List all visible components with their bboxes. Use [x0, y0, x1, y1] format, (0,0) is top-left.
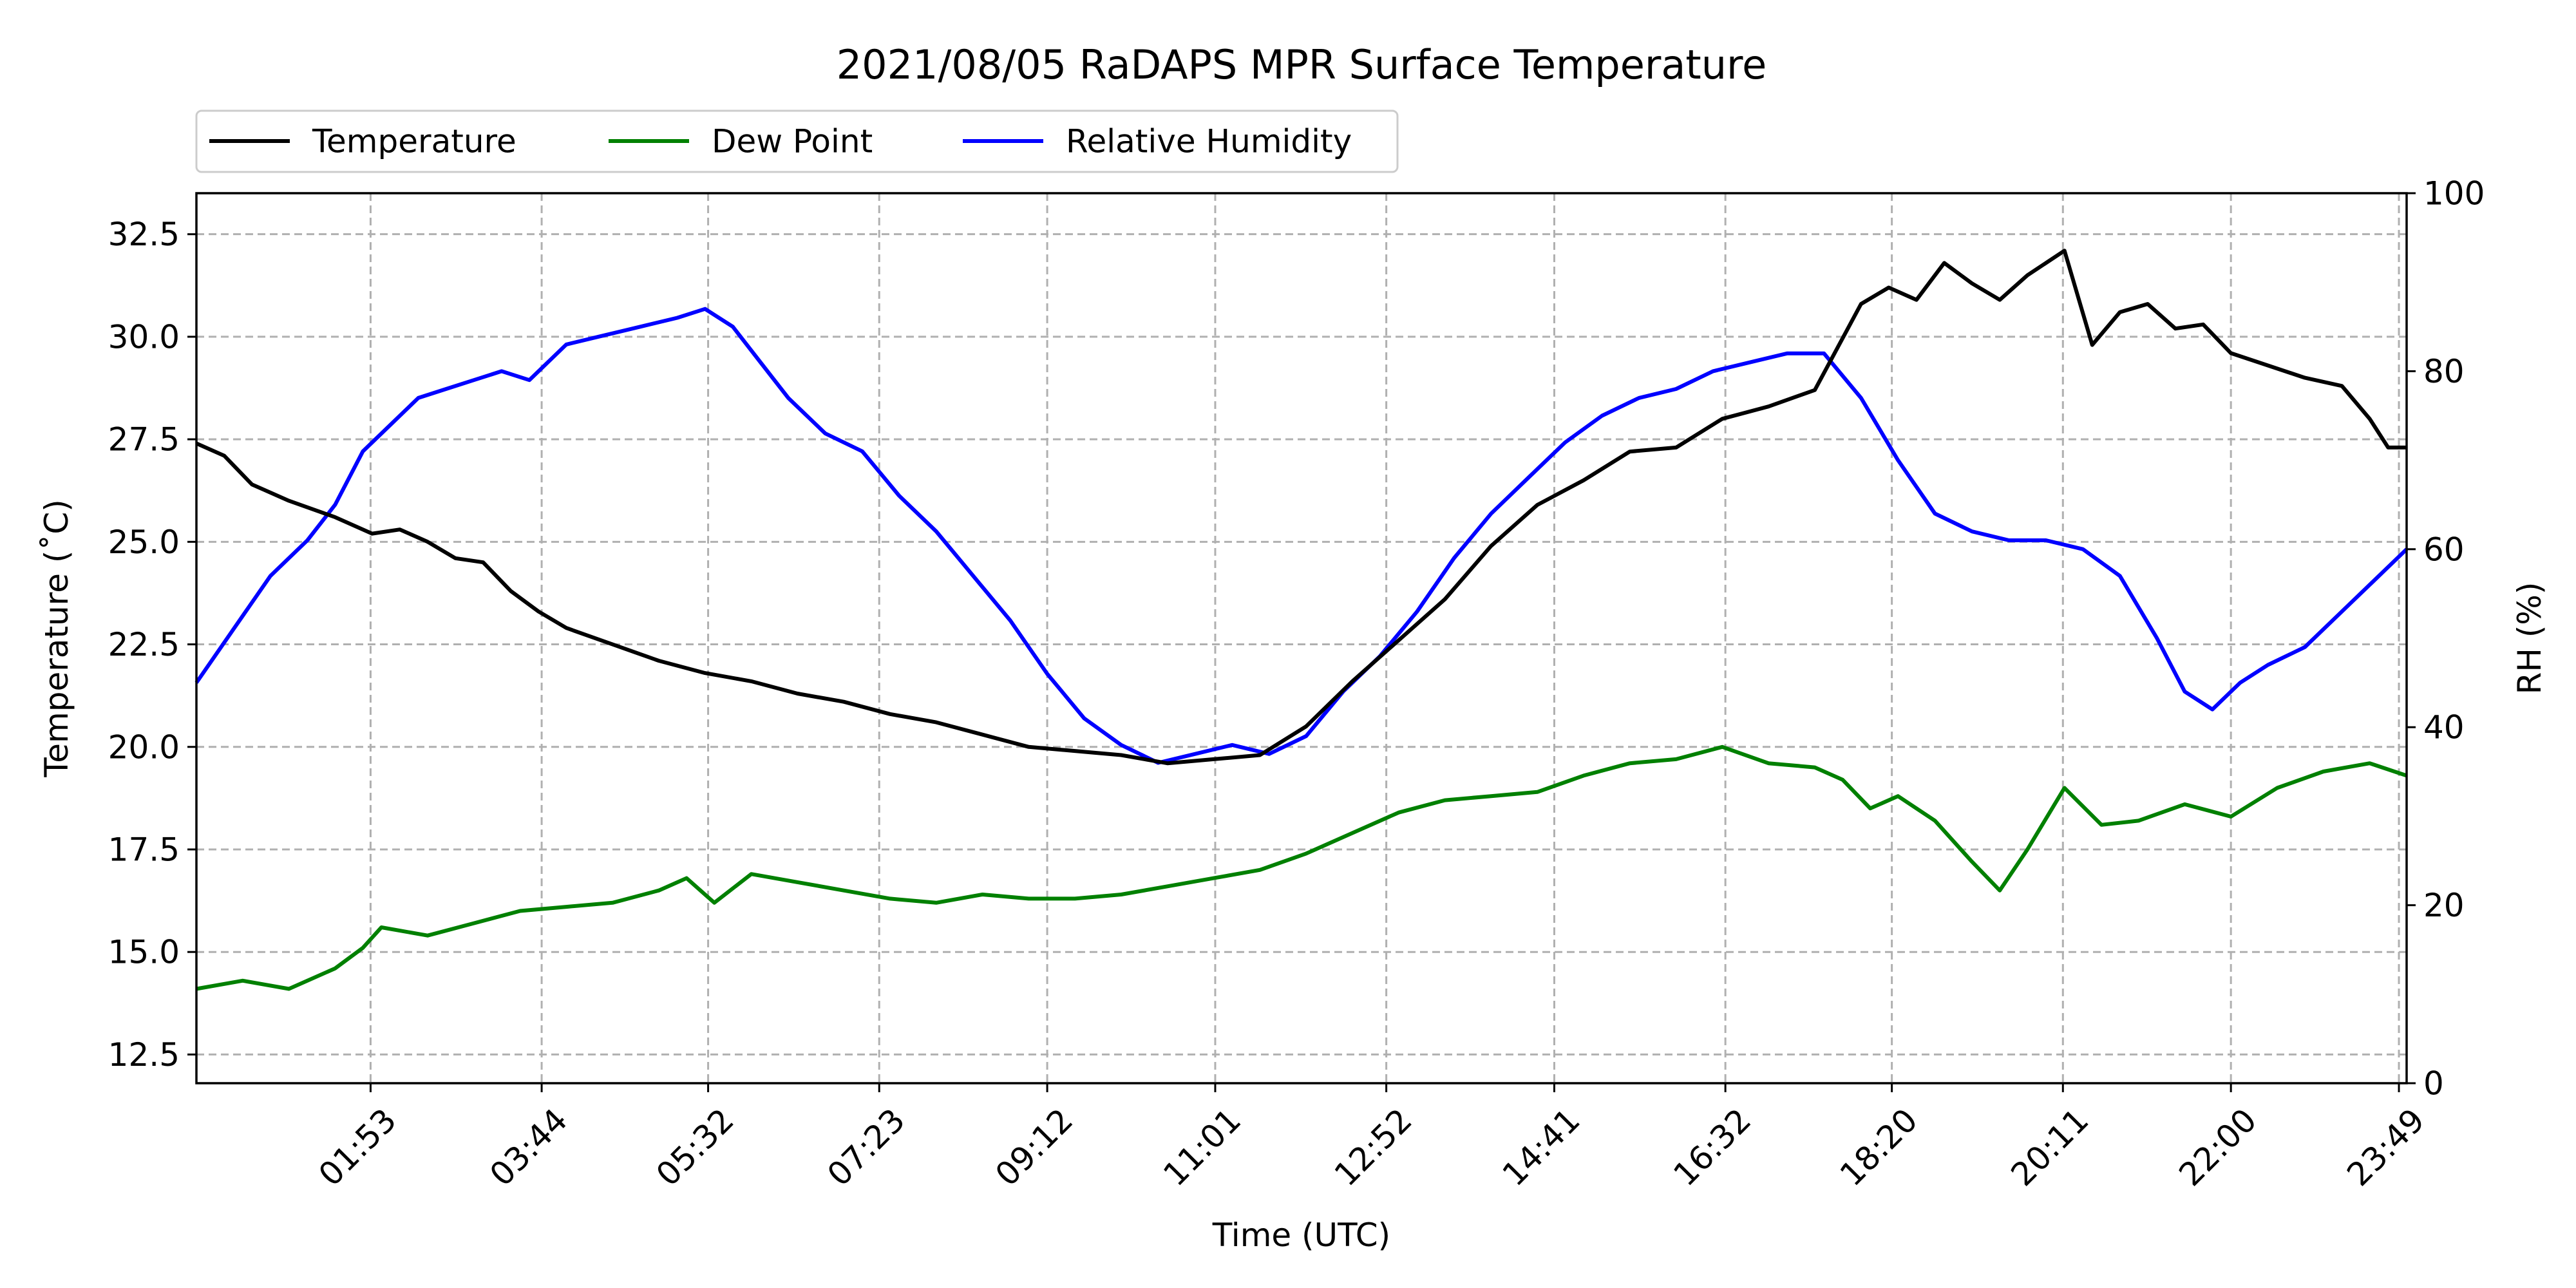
- x-tick-label: 01:53: [312, 1101, 404, 1193]
- legend-box: [195, 109, 1399, 173]
- x-tick-label: 23:49: [2340, 1101, 2432, 1193]
- y2-tick-label: 60: [2423, 531, 2465, 568]
- series-line-temperature: [195, 249, 2407, 766]
- y-tick-label: 20.0: [108, 728, 180, 766]
- y-tick-label: 30.0: [108, 318, 180, 355]
- y-axis-left: 12.5 15.0 17.5 20.0 22.5 25.0 27.5 30.0 32.5: [108, 216, 196, 1074]
- legend-label-relative-humidity: Relative Humidity: [1066, 123, 1352, 160]
- x-tick-label: 12:52: [1327, 1101, 1419, 1193]
- y-tick-label: 25.0: [108, 524, 180, 561]
- legend-label-temperature: Temperature: [312, 123, 516, 160]
- x-tick-label: 03:44: [482, 1101, 574, 1193]
- y-tick-label: 32.5: [108, 216, 180, 253]
- y-axis-right: 0 20 40 60 80 100: [2407, 175, 2485, 1103]
- y-tick-label: 15.0: [108, 934, 180, 971]
- grid-lines: [196, 193, 2407, 1083]
- legend: Temperature Dew Point Relative Humidity: [195, 109, 1399, 173]
- series-line-relative-humidity: [194, 307, 2409, 765]
- y2-tick-label: 40: [2423, 709, 2465, 746]
- y2-axis-label: RH (%): [2511, 582, 2548, 695]
- chart-title: 2021/08/05 RaDAPS MPR Surface Temperatur…: [837, 41, 1767, 88]
- y-tick-label: 22.5: [108, 626, 180, 663]
- y-axis-label: Temperature (˚C): [38, 499, 75, 778]
- series-line-dew-point: [196, 744, 2407, 991]
- x-tick-label: 14:41: [1495, 1101, 1587, 1193]
- x-tick-label: 09:12: [988, 1101, 1080, 1193]
- x-axis: 01:53 03:44 05:32 07:23 09:12 11:01 12:52 14:41…: [312, 1083, 2432, 1193]
- y-tick-label: 27.5: [108, 421, 180, 459]
- y2-tick-label: 0: [2423, 1065, 2444, 1103]
- x-tick-label: 22:00: [2172, 1101, 2264, 1193]
- series-lines: [194, 249, 2409, 991]
- x-tick-label: 11:01: [1156, 1101, 1248, 1193]
- y-tick-label: 17.5: [108, 831, 180, 868]
- x-tick-label: 16:32: [1666, 1101, 1758, 1193]
- x-axis-label: Time (UTC): [1212, 1217, 1390, 1254]
- x-tick-label: 18:20: [1833, 1101, 1925, 1193]
- x-tick-label: 05:32: [649, 1101, 741, 1193]
- y2-tick-label: 100: [2423, 175, 2485, 213]
- y2-tick-label: 20: [2423, 887, 2465, 924]
- y-tick-label: 12.5: [108, 1036, 180, 1074]
- y2-tick-label: 80: [2423, 353, 2465, 390]
- plot-area-frame: [195, 192, 2408, 1084]
- x-tick-label: 07:23: [820, 1101, 913, 1193]
- x-tick-label: 20:11: [2004, 1101, 2096, 1193]
- legend-label-dew-point: Dew Point: [712, 123, 873, 160]
